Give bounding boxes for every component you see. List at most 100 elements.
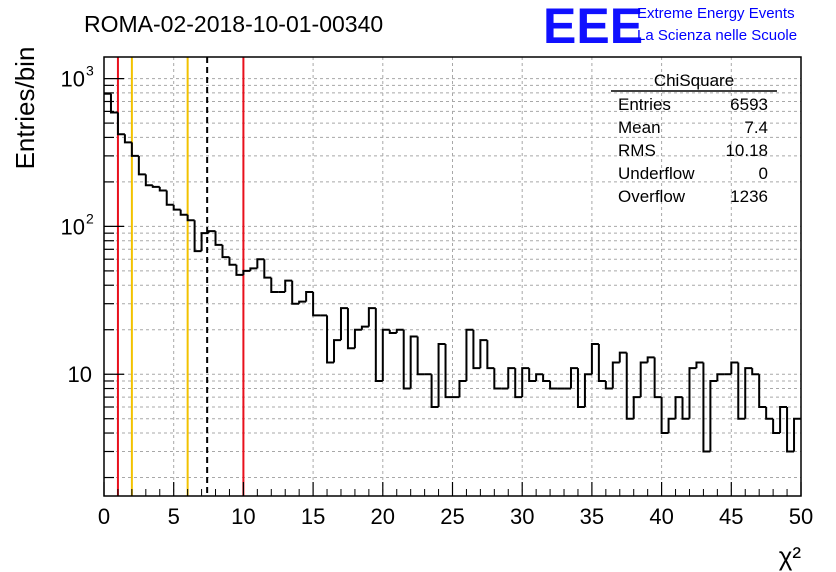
histogram-bin [731, 363, 738, 375]
histogram-bin [285, 281, 292, 292]
histogram-bin [606, 381, 613, 389]
histogram-bin [759, 374, 766, 407]
histogram-bin [745, 368, 752, 419]
histogram-bin [174, 205, 181, 210]
histogram-bin [383, 330, 390, 381]
histogram-bin [648, 357, 655, 362]
histogram-bin [111, 94, 118, 113]
eee-logo-text: EEE [543, 0, 643, 54]
histogram-bin [787, 407, 794, 451]
histogram-bin [229, 257, 236, 265]
stats-value-underflow: 0 [759, 164, 768, 183]
histogram-bin [766, 407, 773, 419]
histogram-bin [446, 344, 453, 397]
histogram-bin [397, 330, 404, 333]
histogram-bin [522, 368, 529, 397]
y-tick-label: 10 [61, 67, 85, 92]
histogram-bin [676, 397, 683, 419]
y-tick-label: 10 [68, 362, 92, 387]
stats-box-title: ChiSquare [654, 71, 734, 90]
histogram-bin [508, 368, 515, 388]
histogram-bin [418, 336, 425, 374]
x-tick-label: 15 [301, 504, 325, 529]
histogram-bin [592, 344, 599, 374]
histogram-bin [585, 374, 592, 407]
stats-value-entries: 6593 [730, 95, 768, 114]
histogram-bin [222, 245, 229, 257]
y-tick-exponent: 2 [86, 210, 94, 226]
histogram-bin [662, 397, 669, 433]
stats-label-rms: RMS [618, 141, 656, 160]
histogram-bin [717, 374, 724, 381]
histogram-bin [264, 259, 271, 277]
histogram-bin [536, 374, 543, 381]
stats-box: ChiSquare Entries 6593 Mean 7.4 RMS 10.1… [611, 71, 777, 206]
histogram-bin [669, 419, 676, 433]
histogram-bin [780, 407, 787, 433]
stats-value-rms: 10.18 [725, 141, 768, 160]
histogram-bin [341, 308, 348, 340]
histogram-bin [466, 330, 473, 381]
histogram-bin [689, 368, 696, 419]
histogram-bin [139, 156, 146, 174]
histogram-bin [153, 185, 160, 187]
histogram-bin [641, 363, 648, 398]
histogram-bin [292, 281, 299, 304]
histogram-bin [181, 210, 188, 215]
x-tick-label: 50 [789, 504, 813, 529]
histogram-bin [613, 363, 620, 389]
histogram-bin [195, 220, 202, 251]
stats-value-mean: 7.4 [744, 118, 768, 137]
y-axis-title: Entries/bin [10, 47, 40, 170]
chart-title: ROMA-02-2018-10-01-00340 [84, 11, 383, 37]
y-tick-exponent: 3 [86, 63, 94, 79]
histogram-bin [620, 353, 627, 363]
histogram-bin [655, 357, 662, 397]
histogram-bin [494, 368, 501, 388]
x-tick-label: 40 [649, 504, 673, 529]
histogram-bin [306, 292, 313, 302]
histogram-bin [146, 174, 153, 185]
histogram-bin [515, 368, 522, 397]
x-tick-label: 10 [231, 504, 255, 529]
logo-line-1: Extreme Energy Events [637, 5, 795, 22]
histogram-bin [599, 344, 606, 381]
histogram-bin [188, 215, 195, 221]
histogram-bin [369, 308, 376, 326]
x-tick-label: 20 [371, 504, 395, 529]
x-tick-label: 5 [168, 504, 180, 529]
x-tick-label: 45 [719, 504, 743, 529]
x-tick-label: 25 [440, 504, 464, 529]
histogram-bin [125, 134, 132, 142]
histogram-bin [404, 330, 411, 389]
histogram-bin [627, 353, 634, 419]
histogram-bin [167, 190, 174, 204]
logo-line-2: La Scienza nelle Scuole [637, 27, 797, 44]
histogram-bin [334, 340, 341, 362]
histogram-bin [550, 381, 557, 389]
histogram-bin [571, 368, 578, 388]
grid [104, 57, 801, 496]
histogram-bin [794, 419, 801, 452]
histogram-bin [160, 187, 167, 191]
stats-label-entries: Entries [618, 95, 671, 114]
histogram-bin [752, 368, 759, 374]
y-tick-label: 10 [61, 214, 85, 239]
histogram-bin [348, 308, 355, 348]
histogram-bin [432, 374, 439, 407]
histogram-bin [480, 340, 487, 368]
x-tick-label: 0 [98, 504, 110, 529]
eee-logo: EEE Extreme Energy Events La Scienza nel… [543, 0, 797, 54]
histogram-bin [738, 363, 745, 419]
histogram-bin [487, 340, 494, 368]
x-tick-label: 35 [580, 504, 604, 529]
histogram-bin [132, 142, 139, 155]
histogram-bin [257, 259, 264, 268]
histogram-bin [710, 381, 717, 452]
x-axis-title: χ² [779, 541, 802, 571]
stats-label-underflow: Underflow [618, 164, 695, 183]
histogram-bin [243, 271, 250, 275]
histogram-bin [236, 265, 243, 275]
histogram-bin [683, 397, 690, 419]
